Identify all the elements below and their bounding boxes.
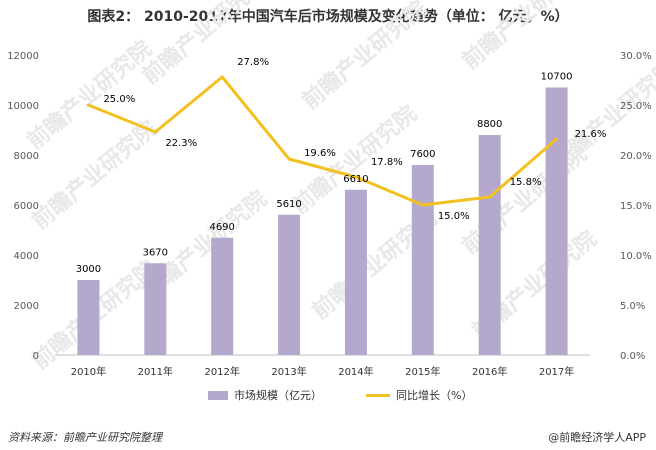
data-labels: 3000 3670 4690 5610 6610 7600 8800 10700 25.0% 22… (76, 57, 607, 275)
bar (278, 214, 301, 355)
line-point (354, 175, 358, 179)
bar (77, 280, 100, 355)
bar (344, 189, 367, 355)
line-series (86, 75, 559, 207)
line-point (421, 203, 425, 207)
line-point (488, 195, 492, 199)
y-left-tick-label: 2000 (14, 301, 39, 312)
line-value-label: 27.8% (237, 57, 269, 68)
legend-line-swatch (366, 393, 390, 397)
y-left-tick-label: 6000 (14, 201, 39, 212)
line-value-label: 22.3% (165, 138, 197, 149)
line-point (287, 157, 291, 161)
bar-value-label: 10700 (541, 72, 573, 83)
x-tick-label: 2016年 (472, 365, 507, 378)
bar-series (77, 87, 568, 355)
y-right-tick-label: 30.0% (620, 51, 652, 62)
legend-bar-label: 市场规模（亿元） (234, 389, 322, 402)
axes: 0 2000 4000 6000 8000 10000 12000 0.0% 5.0% 10.0%… (7, 51, 652, 378)
bar (144, 263, 167, 355)
chart-title: 图表2： 2010-2017年中国汽车后市场规模及变化趋势（单位： 亿元，%） (87, 9, 569, 25)
line-value-label: 15.8% (510, 177, 542, 188)
line-point (555, 137, 559, 141)
y-left-tick-label: 10000 (7, 101, 39, 112)
bar-value-label: 6610 (343, 174, 368, 185)
line-value-label: 15.0% (438, 211, 470, 222)
bar-value-label: 7600 (410, 149, 435, 160)
watermark-text: 前瞻产业研究院 (137, 0, 272, 90)
x-tick-label: 2015年 (405, 365, 440, 378)
watermark-text: 前瞻产业研究院 (297, 0, 432, 115)
x-tick-label: 2014年 (338, 365, 373, 378)
x-tick-label: 2010年 (71, 365, 106, 378)
x-tick-label: 2017年 (539, 365, 574, 378)
bar-value-label: 4690 (209, 222, 234, 233)
watermark-text: 前瞻产业研究院 (457, 0, 592, 75)
y-right-tick-label: 5.0% (620, 301, 645, 312)
y-right-tick-label: 20.0% (620, 151, 652, 162)
bar-value-label: 3000 (76, 264, 101, 275)
bar (211, 237, 234, 355)
line-value-label: 19.6% (304, 148, 336, 159)
line-point (86, 103, 90, 107)
line-value-label: 25.0% (103, 94, 135, 105)
y-right-tick-label: 0.0% (620, 351, 645, 362)
legend-line-label: 同比增长（%） (396, 389, 473, 402)
x-tick-label: 2011年 (138, 365, 173, 378)
y-left-tick-label: 8000 (14, 151, 39, 162)
growth-line (87, 75, 558, 207)
x-tick-label: 2013年 (271, 365, 306, 378)
y-right-tick-label: 15.0% (620, 201, 652, 212)
bar (411, 165, 434, 355)
legend-bar-swatch (208, 390, 228, 400)
y-right-tick-label: 25.0% (620, 101, 652, 112)
app-credit: @前瞻经济学人APP (548, 431, 646, 444)
y-left-tick-label: 0 (33, 351, 39, 362)
line-point (153, 130, 157, 134)
y-right-tick-label: 10.0% (620, 251, 652, 262)
y-left-tick-label: 4000 (14, 251, 39, 262)
line-point (220, 75, 224, 79)
y-left-tick-label: 12000 (7, 51, 39, 62)
bar (545, 87, 568, 355)
bar-value-label: 3670 (143, 247, 168, 258)
bar-value-label: 8800 (477, 119, 502, 130)
legend: 市场规模（亿元） 同比增长（%） (208, 387, 472, 403)
line-value-label: 21.6% (575, 129, 607, 140)
bar (478, 135, 501, 355)
line-value-label: 17.8% (371, 157, 403, 168)
bar-value-label: 5610 (276, 199, 301, 210)
source-note: 资料来源：前瞻产业研究院整理 (8, 431, 162, 444)
x-tick-label: 2012年 (204, 365, 239, 378)
